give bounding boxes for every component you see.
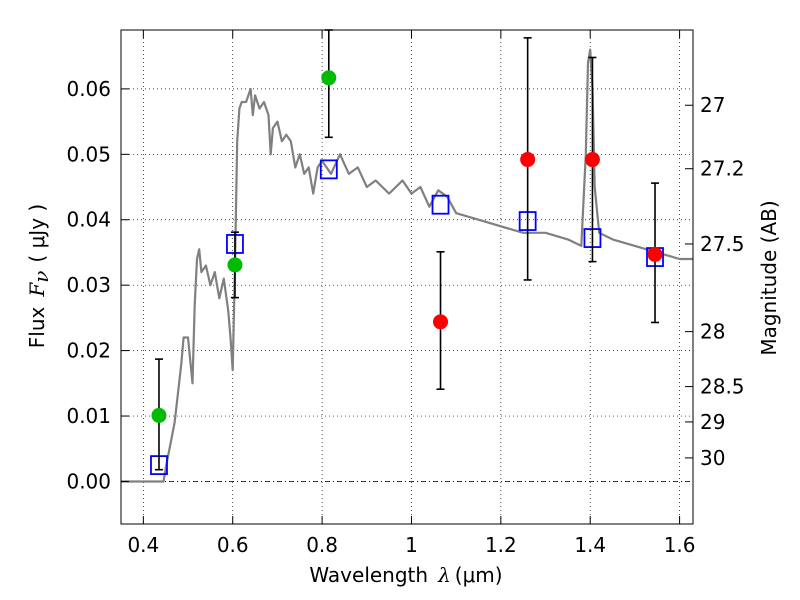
- magnitude-tick-label: 27: [700, 93, 725, 117]
- y-tick-label: 0.01: [66, 404, 111, 428]
- x-tick-label: 0.6: [217, 533, 249, 557]
- y-axis-left: 0.00 0.01 0.02 0.03 0.04 0.05 0.06: [66, 77, 129, 493]
- observed-flux-point: [433, 314, 449, 330]
- x-tick-label: 1.2: [485, 533, 517, 557]
- y-axis-right: 27 27.2 27.5 28 28.5 29 30: [685, 93, 745, 470]
- model-sed-line: [121, 48, 693, 483]
- x-tick-label: 1.4: [574, 533, 606, 557]
- y-axis-right-label: Magnitude (AB): [757, 200, 781, 355]
- observed-flux-point: [151, 407, 167, 423]
- magnitude-tick-label: 28: [700, 320, 725, 344]
- plot-area: [121, 29, 693, 483]
- plot-frame: [120, 29, 694, 525]
- observed-flux-point: [647, 246, 663, 262]
- y-tick-label: 0.03: [66, 273, 111, 297]
- model-photometry-point: [431, 194, 450, 215]
- observed-flux-point: [584, 152, 600, 168]
- magnitude-tick-label: 28.5: [700, 375, 745, 399]
- model-photometry-point: [319, 159, 338, 180]
- y-tick-label: 0.06: [66, 77, 111, 101]
- magnitude-tick-label: 27.2: [700, 157, 745, 181]
- y-tick-label: 0.05: [66, 142, 111, 166]
- x-tick-label: 1.6: [664, 533, 696, 557]
- observed-flux-point: [227, 257, 243, 273]
- y-axis-label: FluxFν( μJy ): [25, 204, 53, 348]
- y-tick-label: 0.00: [66, 469, 111, 493]
- magnitude-tick-label: 27.5: [700, 232, 745, 256]
- magnitude-tick-label: 29: [700, 410, 725, 434]
- observed-flux-point: [520, 152, 536, 168]
- x-tick-label: 1: [405, 533, 418, 557]
- observed-flux-point: [321, 70, 337, 86]
- x-tick-label: 0.8: [306, 533, 338, 557]
- x-axis: 0.4 0.6 0.8 1 1.2 1.4 1.6: [127, 30, 696, 557]
- x-tick-label: 0.4: [127, 533, 159, 557]
- magnitude-tick-label: 30: [700, 446, 725, 470]
- y-tick-label: 0.02: [66, 339, 111, 363]
- x-axis-label: Wavelength λ (μm): [309, 563, 502, 587]
- y-tick-label: 0.04: [66, 208, 111, 232]
